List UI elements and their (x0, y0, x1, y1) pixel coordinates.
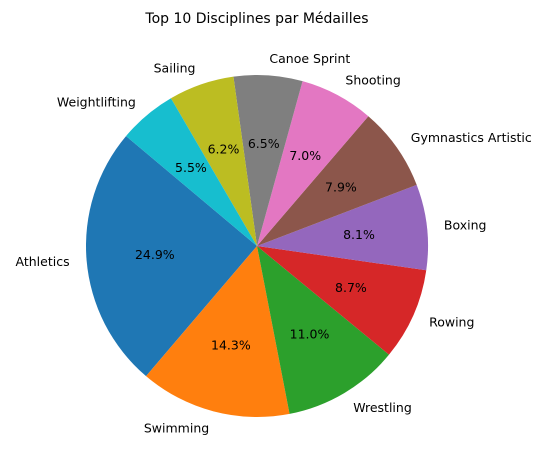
slice-label-swimming: Swimming (144, 420, 209, 435)
pie-slice-sailing (170, 76, 257, 246)
slice-percent-canoe-sprint: 6.5% (248, 136, 280, 151)
pie-slice-athletics (85, 136, 257, 377)
slice-percent-wrestling: 11.0% (290, 327, 330, 342)
pie-slice-rowing (257, 246, 427, 355)
pie-slice-shooting (257, 81, 369, 247)
slice-labels: Athletics Swimming Wrestling Rowing Boxing Gy… (16, 51, 532, 436)
slice-percent-weightlifting: 5.5% (175, 160, 207, 175)
slice-label-boxing: Boxing (444, 218, 487, 233)
slice-percent-rowing: 8.7% (335, 280, 367, 295)
slice-percent-athletics: 24.9% (135, 247, 175, 262)
slice-percent-sailing: 6.2% (208, 142, 240, 157)
pie-slice-canoe-sprint (233, 74, 303, 246)
pie-slice-gymnastics-artistic (257, 116, 417, 246)
slice-percent-swimming: 14.3% (211, 338, 251, 353)
slice-percent-labels: 24.9% 14.3% 11.0% 8.7% 8.1% 7.9% 7.0% 6.5% 6.2%5… (135, 136, 375, 353)
pie-slice-boxing (257, 184, 428, 271)
slice-label-gymnastics-artistic: Gymnastics Artistic (411, 130, 532, 145)
slice-percent-boxing: 8.1% (343, 227, 375, 242)
pie-slice-wrestling (257, 246, 390, 414)
pie-slice-weightlifting (126, 98, 257, 247)
slice-label-rowing: Rowing (429, 315, 474, 330)
slice-label-shooting: Shooting (345, 73, 400, 88)
pie-slice-swimming (146, 246, 290, 418)
chart-title: Top 10 Disciplines par Médailles (144, 11, 368, 27)
slice-percent-gymnastics-artistic: 7.9% (325, 179, 357, 194)
slice-label-wrestling: Wrestling (353, 400, 412, 415)
pie-slices (85, 74, 428, 418)
slice-label-athletics: Athletics (16, 254, 70, 269)
slice-percent-shooting: 7.0% (289, 148, 321, 163)
slice-label-weightlifting: Weightlifting (57, 95, 136, 110)
slice-label-canoe-sprint: Canoe Sprint (269, 51, 350, 66)
slice-label-sailing: Sailing (154, 61, 196, 76)
